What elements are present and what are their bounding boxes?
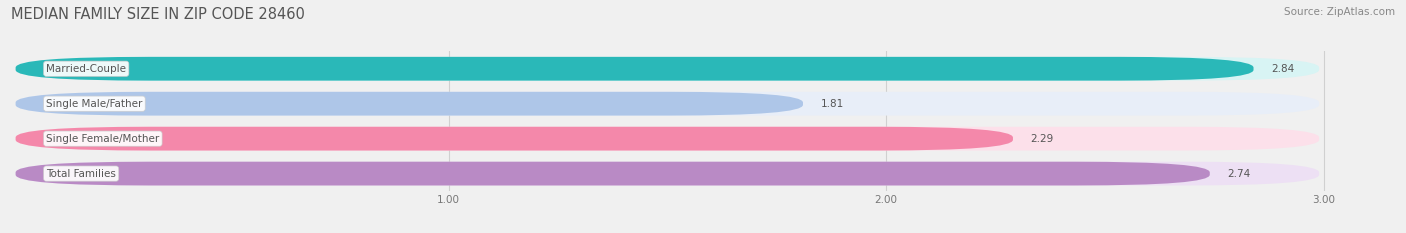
- Text: 2.74: 2.74: [1227, 169, 1250, 178]
- Text: Married-Couple: Married-Couple: [46, 64, 127, 74]
- FancyBboxPatch shape: [15, 162, 1209, 185]
- FancyBboxPatch shape: [15, 92, 803, 116]
- Text: Total Families: Total Families: [46, 169, 117, 178]
- FancyBboxPatch shape: [15, 57, 1254, 81]
- Text: Source: ZipAtlas.com: Source: ZipAtlas.com: [1284, 7, 1395, 17]
- Text: 1.81: 1.81: [821, 99, 844, 109]
- Text: 2.29: 2.29: [1031, 134, 1053, 144]
- Text: 2.84: 2.84: [1271, 64, 1295, 74]
- Text: Single Female/Mother: Single Female/Mother: [46, 134, 159, 144]
- Text: Single Male/Father: Single Male/Father: [46, 99, 142, 109]
- FancyBboxPatch shape: [15, 57, 1319, 81]
- FancyBboxPatch shape: [15, 127, 1012, 151]
- FancyBboxPatch shape: [15, 127, 1319, 151]
- FancyBboxPatch shape: [15, 92, 1319, 116]
- Text: MEDIAN FAMILY SIZE IN ZIP CODE 28460: MEDIAN FAMILY SIZE IN ZIP CODE 28460: [11, 7, 305, 22]
- FancyBboxPatch shape: [15, 162, 1319, 185]
